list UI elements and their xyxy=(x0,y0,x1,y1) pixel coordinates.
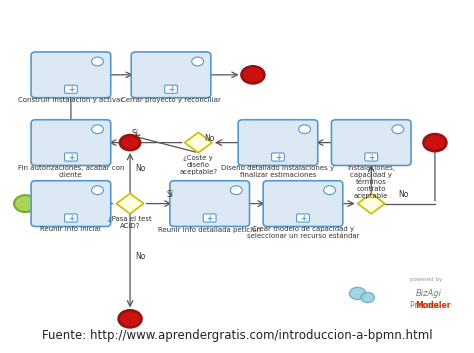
Text: +: + xyxy=(168,85,174,94)
Circle shape xyxy=(230,186,242,195)
Text: Fin autorizaciones, acabar con
cliente: Fin autorizaciones, acabar con cliente xyxy=(18,165,124,178)
Text: No: No xyxy=(135,252,145,261)
Text: instalaciones,
capacidad y
términos
contrato
aceptable: instalaciones, capacidad y términos cont… xyxy=(347,165,395,199)
Circle shape xyxy=(91,186,103,195)
Text: No: No xyxy=(398,190,408,199)
FancyBboxPatch shape xyxy=(170,181,249,227)
FancyBboxPatch shape xyxy=(64,153,77,161)
FancyBboxPatch shape xyxy=(64,85,77,93)
Circle shape xyxy=(118,310,141,327)
Text: No: No xyxy=(204,134,215,143)
Polygon shape xyxy=(185,132,212,153)
Polygon shape xyxy=(357,193,385,214)
Text: ¿Pasa el test
ACID?: ¿Pasa el test ACID? xyxy=(108,216,152,229)
FancyBboxPatch shape xyxy=(203,214,216,222)
FancyBboxPatch shape xyxy=(365,153,378,161)
FancyBboxPatch shape xyxy=(31,181,111,227)
FancyBboxPatch shape xyxy=(64,214,77,222)
FancyBboxPatch shape xyxy=(331,120,411,166)
Text: +: + xyxy=(68,152,74,162)
Text: Diseño detallado instalaciones y
finalizar estimaciones: Diseño detallado instalaciones y finaliz… xyxy=(221,165,335,178)
Text: Crear modelo de capacidad y
seleccionar un recurso estándar: Crear modelo de capacidad y seleccionar … xyxy=(247,226,359,239)
FancyBboxPatch shape xyxy=(272,153,284,161)
Text: ¿Coste y
diseño
aceptable?: ¿Coste y diseño aceptable? xyxy=(179,155,218,175)
Text: BizAgi: BizAgi xyxy=(416,289,442,298)
Text: +: + xyxy=(368,152,374,162)
Circle shape xyxy=(299,125,310,134)
Text: +: + xyxy=(68,85,74,94)
Circle shape xyxy=(424,134,447,151)
FancyBboxPatch shape xyxy=(238,120,318,166)
Circle shape xyxy=(91,125,103,134)
Text: +: + xyxy=(68,214,74,222)
Text: Process: Process xyxy=(410,301,442,310)
FancyBboxPatch shape xyxy=(297,214,310,222)
Text: Sí: Sí xyxy=(166,190,173,198)
Circle shape xyxy=(191,57,203,66)
Polygon shape xyxy=(117,193,144,214)
Text: No: No xyxy=(135,164,145,173)
Text: Sí: Sí xyxy=(131,128,138,138)
FancyBboxPatch shape xyxy=(263,181,343,227)
Text: +: + xyxy=(300,214,306,222)
Text: Modeler: Modeler xyxy=(415,301,451,310)
Text: powered by: powered by xyxy=(410,277,442,282)
FancyBboxPatch shape xyxy=(31,52,111,98)
Text: Fuente: http://www.aprendergratis.com/introduccion-a-bpmn.html: Fuente: http://www.aprendergratis.com/in… xyxy=(42,329,432,342)
Text: Cerrar proyecto y reconciliar: Cerrar proyecto y reconciliar xyxy=(121,97,221,103)
Circle shape xyxy=(361,292,374,303)
Text: Construir instalacion y activar: Construir instalacion y activar xyxy=(18,97,123,103)
Text: Reunir info inicial: Reunir info inicial xyxy=(40,226,101,232)
Text: +: + xyxy=(275,152,281,162)
FancyBboxPatch shape xyxy=(31,120,111,166)
Text: Reunir info detallada petición: Reunir info detallada petición xyxy=(158,226,261,233)
Circle shape xyxy=(242,66,264,83)
Circle shape xyxy=(392,125,404,134)
Circle shape xyxy=(349,287,366,299)
FancyBboxPatch shape xyxy=(164,85,177,93)
Circle shape xyxy=(91,57,103,66)
Text: +: + xyxy=(207,214,213,222)
Circle shape xyxy=(14,195,37,212)
Circle shape xyxy=(324,186,336,195)
FancyBboxPatch shape xyxy=(131,52,211,98)
Circle shape xyxy=(120,135,140,150)
